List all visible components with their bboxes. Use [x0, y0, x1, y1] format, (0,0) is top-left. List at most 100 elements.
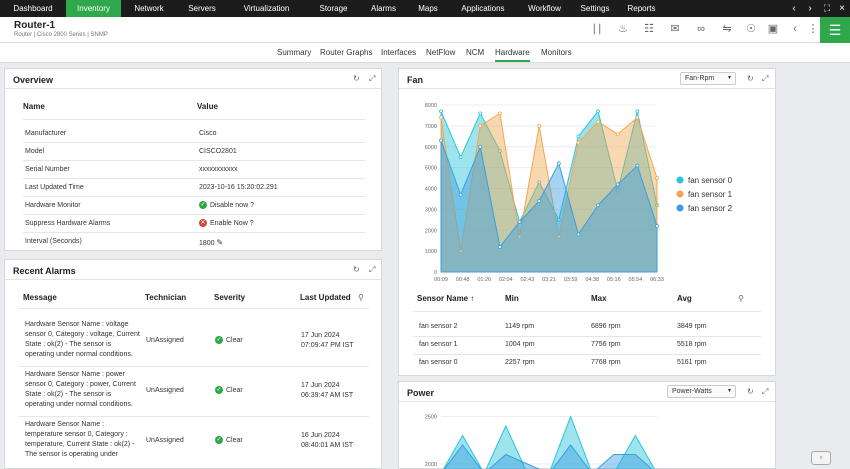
- overview-col-value: Value: [197, 102, 218, 111]
- legend-label: fan sensor 2: [688, 204, 733, 213]
- chart-icon[interactable]: ∣∣: [591, 23, 603, 35]
- nav-prev-icon[interactable]: ‹: [792, 3, 796, 14]
- data-point: [478, 144, 483, 149]
- legend-marker: [676, 176, 684, 184]
- top-navigation: Dashboard Inventory Network Servers Virt…: [0, 0, 850, 17]
- more-options-icon[interactable]: ⋮: [807, 23, 819, 35]
- subtab-netflow[interactable]: NetFlow: [426, 48, 456, 57]
- fan-row-min: 1149 rpm: [505, 323, 535, 330]
- nav-tab-dashboard[interactable]: Dashboard: [13, 4, 53, 13]
- nav-tab-applications[interactable]: Applications: [461, 4, 505, 13]
- overview-title: Overview: [13, 75, 54, 85]
- legend-label: fan sensor 1: [688, 190, 733, 199]
- nav-tab-alarms[interactable]: Alarms: [371, 4, 396, 13]
- nav-tab-maps[interactable]: Maps: [418, 4, 438, 13]
- alarm-message[interactable]: Hardware Sensor Name : power sensor 0, C…: [25, 371, 136, 408]
- menu-icon[interactable]: ☰: [820, 17, 850, 43]
- power-metric-select[interactable]: Power-Watts ▾: [667, 385, 736, 398]
- check-icon: ✓: [215, 386, 223, 394]
- alarm-bell-icon[interactable]: ♨: [618, 23, 628, 35]
- subtab-summary[interactable]: Summary: [277, 48, 312, 57]
- chevron-down-icon: ▾: [727, 75, 731, 81]
- share-icon[interactable]: ⇋: [722, 23, 732, 35]
- nav-tab-network[interactable]: Network: [134, 4, 164, 13]
- sort-up-icon: ↑: [470, 294, 475, 303]
- refresh-icon[interactable]: ↻: [747, 74, 754, 83]
- refresh-icon[interactable]: ↻: [353, 74, 360, 83]
- x-tick-label: 05:54: [629, 277, 643, 283]
- subtab-interfaces[interactable]: Interfaces: [381, 48, 417, 57]
- x-tick-label: 02:04: [499, 277, 513, 283]
- alarm-updated: 17 Jun 2024 06:39:47 AM IST: [301, 382, 354, 399]
- subtab-hardware[interactable]: Hardware: [495, 48, 530, 62]
- y-tick-label: 6000: [425, 145, 437, 151]
- search-icon[interactable]: ⚲: [738, 294, 744, 303]
- nav-tab-storage[interactable]: Storage: [319, 4, 348, 13]
- expand-icon[interactable]: ⤢: [762, 387, 769, 396]
- nav-next-icon[interactable]: ›: [808, 3, 812, 14]
- alarm-severity: ✓ Clear: [215, 386, 243, 394]
- data-point: [576, 232, 581, 237]
- interval-value: 1800 ✎: [199, 238, 224, 247]
- nav-tab-reports[interactable]: Reports: [627, 4, 656, 13]
- data-point: [498, 245, 502, 249]
- y-tick-label: 2000: [425, 462, 437, 468]
- nav-tab-workflow[interactable]: Workflow: [528, 4, 561, 13]
- alarm-updated: 16 Jun 2024 08:40:01 AM IST: [301, 432, 354, 449]
- topology-icon[interactable]: ☷: [644, 23, 654, 35]
- terminal-icon[interactable]: ▣: [767, 23, 779, 35]
- nav-tab-virtualization[interactable]: Virtualization: [243, 4, 290, 13]
- alarms-col-technician: Technician: [145, 293, 187, 302]
- suppress-alarms-toggle[interactable]: ✕ Enable Now ?: [199, 219, 254, 227]
- mail-icon[interactable]: ✉: [670, 23, 680, 35]
- alarm-technician: UnAssigned: [146, 437, 184, 444]
- link-icon[interactable]: ∞: [697, 23, 705, 35]
- cross-icon: ✕: [199, 219, 207, 227]
- data-point: [576, 140, 581, 145]
- x-tick-label: 02:43: [521, 277, 535, 283]
- overview-name: Manufacturer: [25, 130, 67, 137]
- data-point: [517, 219, 522, 224]
- fan-row-name: fan sensor 0: [419, 359, 458, 366]
- expand-icon[interactable]: ⤢: [762, 74, 769, 83]
- refresh-icon[interactable]: ↻: [353, 265, 360, 274]
- data-point: [615, 182, 620, 187]
- expand-icon[interactable]: ⤢: [369, 265, 376, 274]
- subtab-ncm[interactable]: NCM: [466, 48, 485, 57]
- nav-tab-settings[interactable]: Settings: [580, 4, 610, 13]
- data-point: [517, 234, 522, 239]
- data-point: [498, 111, 502, 116]
- hardware-monitor-toggle[interactable]: ✓ Disable now ?: [199, 201, 254, 209]
- fullscreen-icon[interactable]: ⛶: [823, 3, 831, 13]
- chat-icon[interactable]: ▫: [811, 451, 831, 465]
- expand-icon[interactable]: ⤢: [369, 74, 376, 83]
- data-point: [635, 115, 640, 120]
- globe-icon[interactable]: ☉: [746, 23, 756, 35]
- alarm-severity: ✓ Clear: [215, 436, 243, 444]
- subtab-router-graphs[interactable]: Router Graphs: [320, 48, 373, 57]
- edit-icon[interactable]: ✎: [216, 238, 224, 247]
- nav-tab-servers[interactable]: Servers: [188, 4, 216, 13]
- fan-row-name: fan sensor 2: [419, 323, 458, 330]
- device-title: Router-1: [14, 20, 56, 31]
- fan-row-min: 2257 rpm: [505, 359, 535, 366]
- overview-col-name: Name: [23, 102, 45, 111]
- alarm-message[interactable]: Hardware Sensor Name : voltage sensor 0,…: [25, 321, 140, 358]
- data-point: [478, 111, 483, 116]
- search-icon[interactable]: ⚲: [358, 293, 364, 302]
- subtab-monitors[interactable]: Monitors: [541, 48, 572, 57]
- nav-tab-inventory[interactable]: Inventory: [66, 0, 121, 17]
- data-point: [635, 163, 640, 168]
- fan-col-name[interactable]: Sensor Name ↑: [417, 294, 475, 303]
- check-icon: ✓: [215, 336, 223, 344]
- refresh-icon[interactable]: ↻: [747, 387, 754, 396]
- fan-panel: Fan Fan-Rpm ▾ ↻ ⤢ 0 1000 2000 3000 4000 5000 60…: [398, 68, 776, 376]
- close-icon[interactable]: ×: [839, 3, 845, 14]
- chevron-down-icon: ▾: [727, 388, 731, 394]
- fan-metric-select[interactable]: Fan-Rpm ▾: [680, 72, 736, 85]
- alarm-updated: 17 Jun 2024 07:09:47 PM IST: [301, 332, 354, 349]
- alarms-title: Recent Alarms: [13, 266, 76, 276]
- alarm-message[interactable]: Hardware Sensor Name : temperature senso…: [25, 421, 135, 458]
- back-arrow-icon[interactable]: ‹: [793, 23, 797, 35]
- fan-title: Fan: [407, 75, 424, 85]
